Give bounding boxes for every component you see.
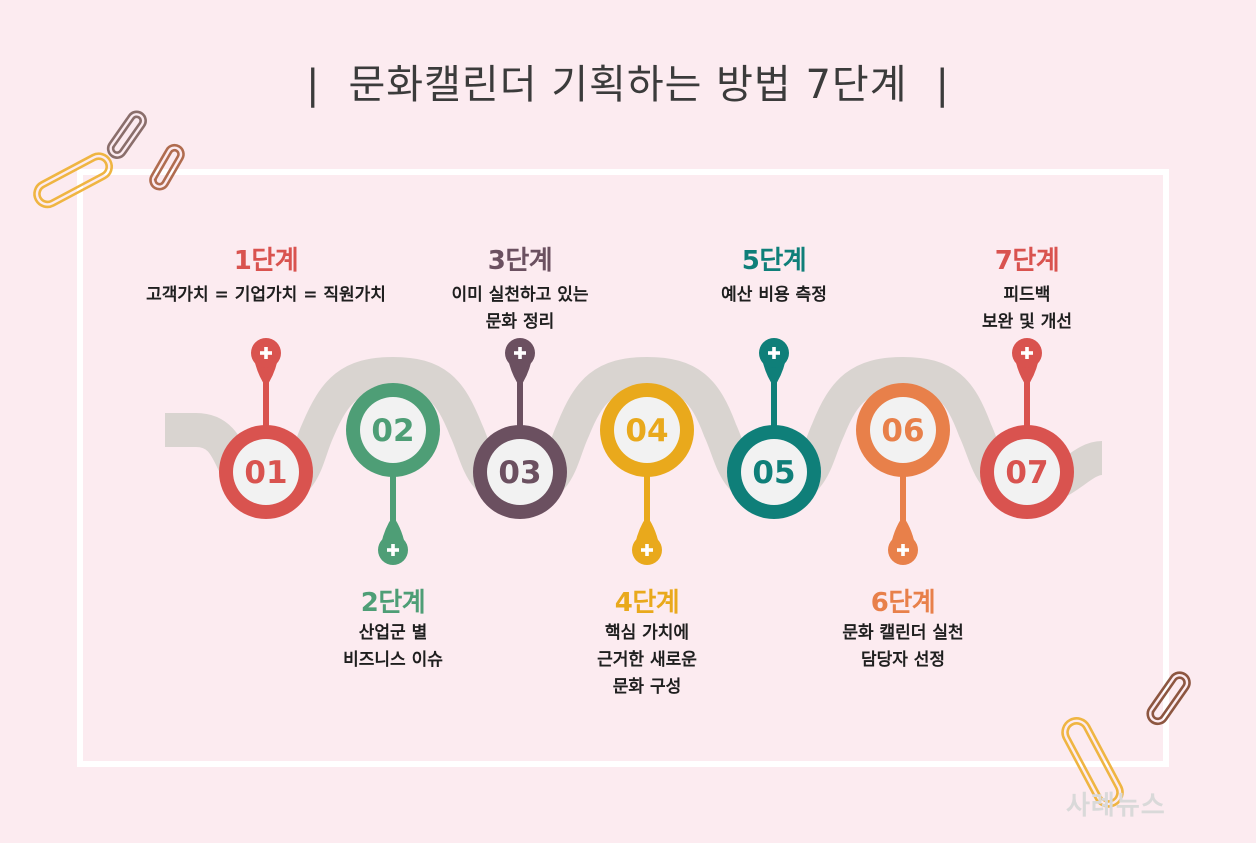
description-line: 근거한 새로운 (597, 650, 697, 670)
watermark: 사례뉴스 (1066, 791, 1166, 821)
description-line: 고객가치 = 기업가치 = 직원가치 (146, 285, 386, 305)
title-bar-left: | (306, 62, 321, 108)
step-nodes: 01 02 03 04 05 06 07 (219, 338, 1074, 565)
step-node-07: 07 (980, 338, 1074, 519)
step-number: 03 (498, 455, 541, 491)
step-node-03: 03 (473, 338, 567, 519)
description-line: 예산 비용 측정 (721, 285, 827, 305)
step-node-02: 02 (346, 383, 440, 565)
step-inner-circle (994, 439, 1060, 505)
step-label-04: 4단계 (614, 588, 680, 618)
description-line: 비즈니스 이슈 (343, 650, 443, 670)
content-frame (77, 169, 1169, 767)
step-node-05: 05 (727, 338, 821, 519)
step-inner-circle (487, 439, 553, 505)
step-node-04: 04 (600, 383, 694, 565)
plus-icon (387, 544, 399, 556)
plus-icon (897, 544, 909, 556)
plus-icon (768, 347, 780, 359)
title-bar-right: | (935, 62, 950, 108)
step-number: 04 (625, 413, 668, 449)
step-label-06: 6단계 (870, 588, 936, 618)
description-line: 문화 구성 (612, 677, 682, 697)
description-line: 산업군 별 (358, 623, 428, 643)
step-node-01: 01 (219, 338, 313, 519)
step-number: 05 (752, 455, 795, 491)
step-label-01: 1단계 (233, 246, 299, 276)
step-number: 01 (244, 455, 287, 491)
step-inner-circle (360, 397, 426, 463)
description-line: 보완 및 개선 (981, 312, 1073, 332)
step-inner-circle (870, 397, 936, 463)
paperclip-icon (106, 110, 147, 159)
step-inner-circle (741, 439, 807, 505)
step-inner-circle (614, 397, 680, 463)
description-line: 이미 실천하고 있는 (451, 285, 589, 305)
step-node-06: 06 (856, 383, 950, 565)
paperclip-icon (1061, 717, 1124, 808)
step-inner-circle (233, 439, 299, 505)
step-label-02: 2단계 (360, 588, 426, 618)
paperclip-icon (149, 143, 185, 191)
paperclip-icon (33, 152, 113, 209)
step-description-01: 고객가치 = 기업가치 = 직원가치 (106, 282, 426, 309)
plus-icon (1021, 347, 1033, 359)
paperclip-icon (1146, 671, 1191, 726)
step-label-05: 5단계 (741, 246, 807, 276)
description-line: 핵심 가치에 (604, 623, 690, 643)
page-title: | 문화캘린더 기획하는 방법 7단계 | (0, 52, 1256, 110)
description-line: 문화 정리 (485, 312, 555, 332)
step-number: 06 (881, 413, 924, 449)
description-line: 피드백 (1003, 285, 1051, 305)
step-label-03: 3단계 (487, 246, 553, 276)
title-text: 문화캘린더 기획하는 방법 7단계 (348, 62, 908, 108)
step-description-05: 예산 비용 측정 (614, 282, 934, 309)
plus-icon (514, 347, 526, 359)
step-number: 07 (1005, 455, 1048, 491)
description-line: 담당자 선정 (860, 650, 946, 670)
paperclip-decorations (33, 110, 1191, 808)
step-number: 02 (371, 413, 414, 449)
description-line: 문화 캘린더 실천 (842, 623, 964, 643)
plus-icon (641, 544, 653, 556)
step-label-07: 7단계 (994, 246, 1060, 276)
wave-track (165, 356, 1105, 508)
plus-icon (260, 347, 272, 359)
